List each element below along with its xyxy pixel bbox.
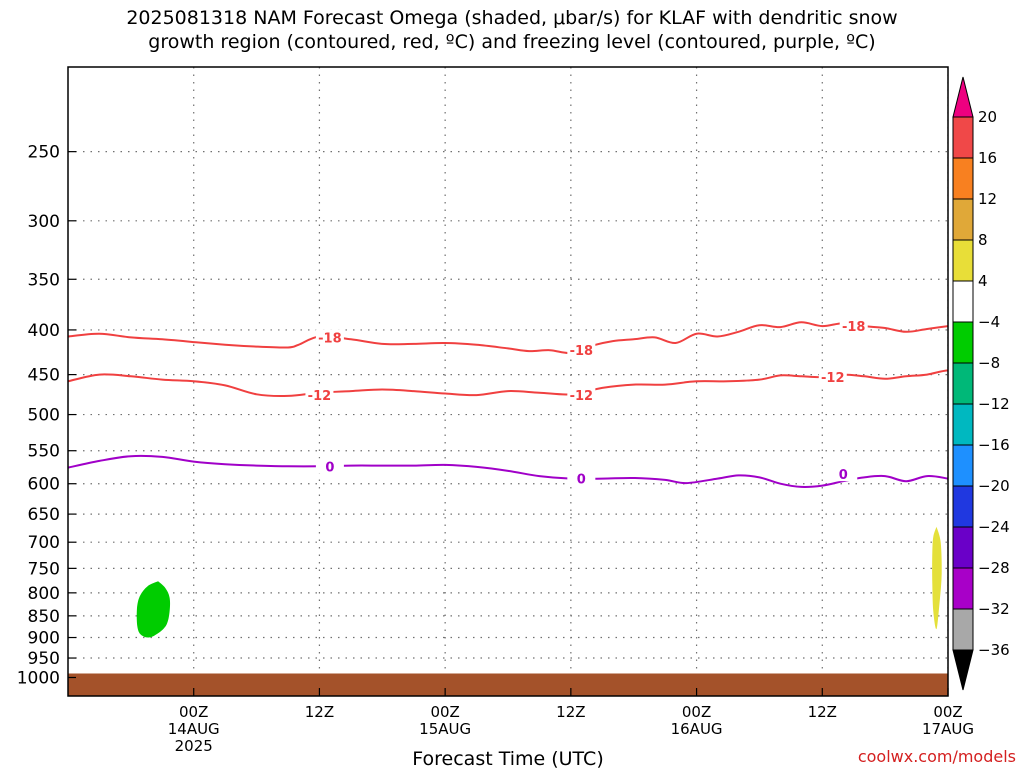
contour-label-bg-1-1 xyxy=(315,329,344,345)
colorbar-top-arrow xyxy=(952,76,974,118)
contour-label-bg-3-2 xyxy=(567,470,596,486)
contour-label-bg-1-3 xyxy=(839,318,868,334)
plot-area: -18 -18 -18 -12 -12 -12 0 0 0 xyxy=(68,67,948,696)
colorbar-label-1: 20 xyxy=(978,108,997,126)
y-tick-label-500: 500 xyxy=(28,406,60,426)
site-credit: coolwx.com/models xyxy=(857,747,1016,766)
colorbar-segment-10 xyxy=(952,485,974,528)
contour-line-3 xyxy=(68,454,948,488)
contour-label-2-3: -12 xyxy=(821,371,845,386)
y-tick-label-950: 950 xyxy=(28,649,60,669)
colorbar-segment-2 xyxy=(952,157,974,200)
y-tick-label-650: 650 xyxy=(28,505,60,525)
contour-label-bg-2-1 xyxy=(305,387,334,403)
contour-label-1-1: -18 xyxy=(318,331,342,346)
colorbar-label-11: −24 xyxy=(978,518,1010,536)
y-tick-label-750: 750 xyxy=(28,559,60,579)
colorbar-segment-7 xyxy=(952,362,974,405)
x-tick-label-0: 00Z xyxy=(179,703,208,721)
contour-label-1-2: -18 xyxy=(570,344,594,359)
colorbar-label-6: −4 xyxy=(978,313,1000,331)
omega-region-1 xyxy=(136,581,171,638)
x-tick-label-4: 00Z xyxy=(682,703,711,721)
y-tick-label-550: 550 xyxy=(28,442,60,462)
colorbar-label-9: −16 xyxy=(978,436,1010,454)
colorbar-label-12: −28 xyxy=(978,559,1010,577)
colorbar-label-8: −12 xyxy=(978,395,1010,413)
x-tick-label-6: 00Z xyxy=(933,703,962,721)
y-tick-label-700: 700 xyxy=(28,533,60,553)
contour-label-2-2: -12 xyxy=(570,389,594,404)
colorbar-label-5: 4 xyxy=(978,272,988,290)
x-tick-label-5: 12Z xyxy=(808,703,837,721)
y-tick-label-400: 400 xyxy=(28,321,60,341)
colorbar-label-7: −8 xyxy=(978,354,1000,372)
contour-label-bg-2-3 xyxy=(818,369,847,385)
contour-label-3-1: 0 xyxy=(325,460,334,475)
y-tick-label-600: 600 xyxy=(28,475,60,495)
y-tick-label-350: 350 xyxy=(28,270,60,290)
colorbar-segment-3 xyxy=(952,198,974,241)
colorbar-segment-4 xyxy=(952,239,974,282)
plot-frame xyxy=(67,66,949,697)
colorbar-segment-8 xyxy=(952,403,974,446)
x-axis-title: Forecast Time (UTC) xyxy=(412,748,603,768)
x-tick-label-1: 12Z xyxy=(305,703,334,721)
x-tick-sublabel-6-0: 17AUG xyxy=(922,720,974,738)
omega-region-2 xyxy=(932,526,942,630)
colorbar-label-3: 12 xyxy=(978,190,997,208)
chart-title-line-1: 2025081318 NAM Forecast Omega (shaded, μ… xyxy=(126,7,898,29)
x-tick-label-2: 00Z xyxy=(430,703,459,721)
colorbar-segment-9 xyxy=(952,444,974,487)
colorbar-label-4: 8 xyxy=(978,231,988,249)
y-tick-label-1000: 1000 xyxy=(17,668,60,688)
x-tick-sublabel-0-0: 14AUG xyxy=(168,720,220,738)
colorbar: 20 16 12 8 4 −4 −8 −12 −16 −20 −24 −28 −32 −36 xyxy=(952,76,1010,691)
chart-title: 2025081318 NAM Forecast Omega (shaded, μ… xyxy=(0,6,1024,54)
y-tick-label-800: 800 xyxy=(28,584,60,604)
x-tick-label-3: 12Z xyxy=(556,703,585,721)
colorbar-label-2: 16 xyxy=(978,149,997,167)
y-tick-label-850: 850 xyxy=(28,607,60,627)
colorbar-segment-6 xyxy=(952,321,974,364)
colorbar-bottom-arrow xyxy=(952,649,974,691)
contour-label-2-1: -12 xyxy=(308,389,332,404)
ground-fill xyxy=(68,673,948,696)
colorbar-segment-13 xyxy=(952,608,974,651)
colorbar-segment-11 xyxy=(952,526,974,569)
contour-line-2 xyxy=(68,369,948,398)
contour-label-3-2: 0 xyxy=(577,473,586,488)
contour-label-bg-3-1 xyxy=(315,458,344,474)
colorbar-segment-12 xyxy=(952,567,974,610)
contour-label-bg-2-2 xyxy=(567,387,596,403)
colorbar-segment-1 xyxy=(952,116,974,159)
colorbar-label-13: −32 xyxy=(978,600,1010,618)
y-tick-label-250: 250 xyxy=(28,143,60,163)
chart-title-line-2: growth region (contoured, red, ºC) and f… xyxy=(148,31,876,53)
y-tick-label-300: 300 xyxy=(28,212,60,232)
x-tick-sublabel-2-0: 15AUG xyxy=(419,720,471,738)
colorbar-segment-5 xyxy=(952,280,974,323)
contour-label-bg-1-2 xyxy=(567,342,596,358)
contour-label-3-3: 0 xyxy=(839,468,848,483)
y-tick-label-450: 450 xyxy=(28,366,60,386)
y-tick-label-900: 900 xyxy=(28,629,60,649)
contour-label-1-3: -18 xyxy=(842,320,866,335)
x-tick-sublabel-4-0: 16AUG xyxy=(671,720,723,738)
contour-label-bg-3-3 xyxy=(829,466,858,482)
x-tick-sublabel-0-1: 2025 xyxy=(175,737,213,755)
colorbar-label-14: −36 xyxy=(978,641,1010,659)
colorbar-label-10: −20 xyxy=(978,477,1010,495)
